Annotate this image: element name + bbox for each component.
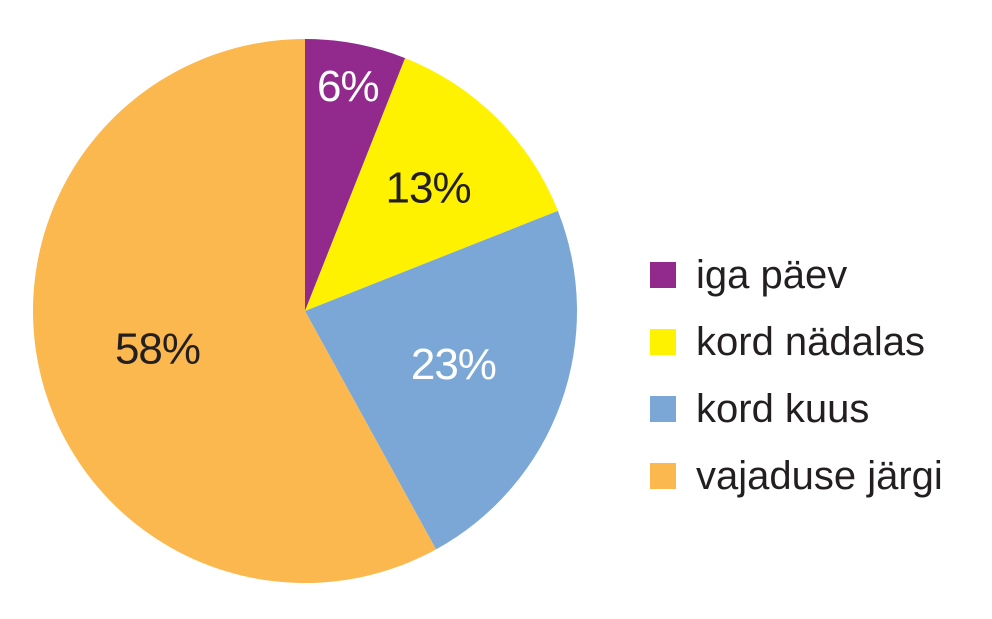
pie-slice-4 <box>33 39 437 583</box>
pie-slice-3 <box>305 210 578 550</box>
legend-label-3: kord kuus <box>696 387 869 431</box>
legend-swatch-1 <box>650 262 676 288</box>
legend: iga päev kord nädalas kord kuus vajaduse jä… <box>650 253 943 498</box>
slice-label-3: 23% <box>411 340 496 389</box>
pie-slice-labels: 6% 13% 23% 58% <box>115 62 497 389</box>
pie-slices <box>33 38 578 583</box>
slice-label-1: 6% <box>317 62 379 111</box>
slice-label-2: 13% <box>386 163 471 212</box>
slice-label-4: 58% <box>115 324 200 373</box>
legend-label-4: vajaduse järgi <box>696 454 943 498</box>
legend-swatch-3 <box>650 396 676 422</box>
pie-slice-1 <box>305 38 406 311</box>
legend-swatch-4 <box>650 463 676 489</box>
legend-swatch-2 <box>650 329 676 355</box>
pie-slice-2 <box>305 58 558 311</box>
legend-label-1: iga päev <box>696 253 847 297</box>
legend-label-2: kord nädalas <box>696 320 925 364</box>
